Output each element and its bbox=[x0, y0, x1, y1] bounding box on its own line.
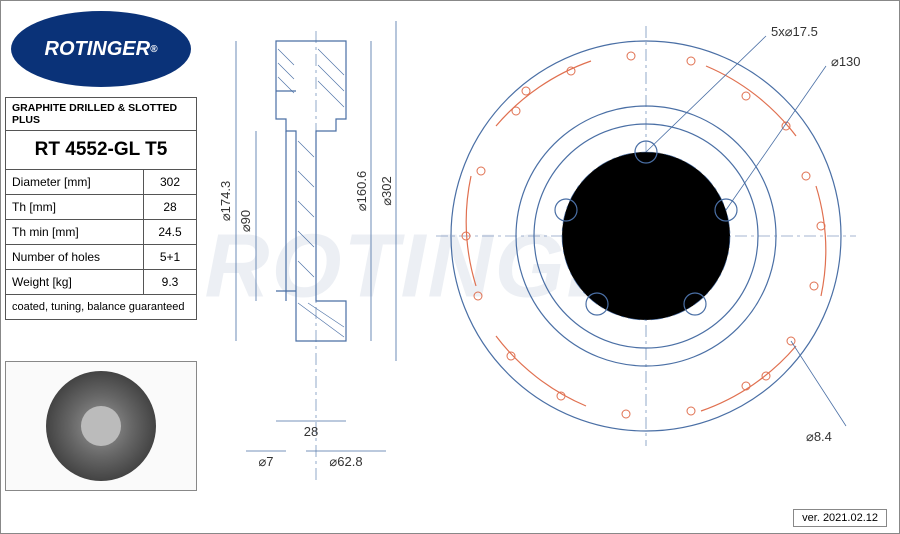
technical-drawing: ⌀174.3 ⌀90 ⌀160.6 ⌀302 28 ⌀7 ⌀62.8 bbox=[206, 11, 889, 503]
spec-panel: GRAPHITE DRILLED & SLOTTED PLUS RT 4552-… bbox=[5, 97, 197, 320]
spec-label: Th [mm] bbox=[6, 195, 144, 219]
spec-row: Diameter [mm] 302 bbox=[6, 170, 196, 195]
dim-d-hub: ⌀90 bbox=[238, 210, 253, 232]
spec-row: Number of holes 5+1 bbox=[6, 245, 196, 270]
spec-note: coated, tuning, balance guaranteed bbox=[6, 295, 196, 319]
spec-label: Th min [mm] bbox=[6, 220, 144, 244]
spec-label: Number of holes bbox=[6, 245, 144, 269]
disc-photo bbox=[46, 371, 156, 481]
spec-row: Th min [mm] 24.5 bbox=[6, 220, 196, 245]
spec-value: 24.5 bbox=[144, 220, 196, 244]
dim-th: 28 bbox=[304, 424, 318, 439]
dim-d-inner: ⌀160.6 bbox=[354, 171, 369, 211]
dim-d-face: ⌀302 bbox=[379, 176, 394, 206]
product-thumbnail bbox=[5, 361, 197, 491]
spec-value: 5+1 bbox=[144, 245, 196, 269]
version-label: ver. 2021.02.12 bbox=[793, 509, 887, 527]
brand-logo: ROTINGER® bbox=[11, 11, 191, 87]
spec-value: 9.3 bbox=[144, 270, 196, 294]
spec-row: Th [mm] 28 bbox=[6, 195, 196, 220]
spec-title: GRAPHITE DRILLED & SLOTTED PLUS bbox=[6, 98, 196, 131]
brand-text: ROTINGER bbox=[45, 38, 151, 61]
dim-pilot: ⌀62.8 bbox=[329, 454, 362, 469]
dim-d-outer: ⌀174.3 bbox=[218, 181, 233, 221]
dim-bolt-pattern: 5x⌀17.5 bbox=[771, 24, 818, 39]
spec-label: Weight [kg] bbox=[6, 270, 144, 294]
dim-small: ⌀7 bbox=[258, 454, 273, 469]
part-number: RT 4552-GL T5 bbox=[6, 131, 196, 170]
spec-value: 28 bbox=[144, 195, 196, 219]
spec-label: Diameter [mm] bbox=[6, 170, 144, 194]
registered-mark: ® bbox=[150, 44, 157, 55]
spec-value: 302 bbox=[144, 170, 196, 194]
spec-row: Weight [kg] 9.3 bbox=[6, 270, 196, 295]
dim-pcd: ⌀130 bbox=[831, 54, 861, 69]
dim-drill: ⌀8.4 bbox=[806, 429, 832, 444]
